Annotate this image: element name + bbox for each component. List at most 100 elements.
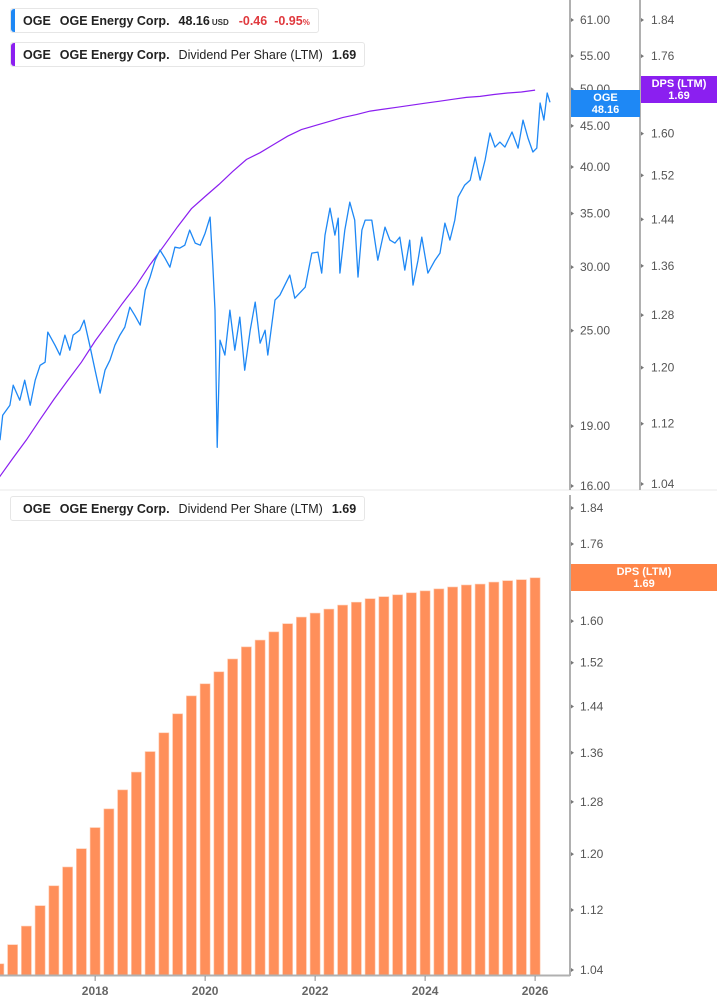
dps-bar: [447, 586, 458, 976]
dps-bar-panel: [0, 577, 541, 976]
dps-bar: [0, 963, 5, 976]
dps-bar: [351, 601, 362, 976]
dps-top-legend[interactable]: OGE OGE Energy Corp. Dividend Per Share …: [10, 42, 366, 67]
dps-top-badge: DPS (LTM) 1.69: [641, 76, 717, 103]
legend-ticker: OGE: [23, 501, 51, 516]
legend-company: OGE Energy Corp.: [59, 47, 170, 62]
legend-value: 1.69: [331, 47, 357, 62]
dps-bar: [89, 827, 101, 976]
dps-bar: [172, 713, 183, 976]
bar-y-tick: [571, 799, 574, 804]
dps-bar: [254, 639, 266, 976]
bar-y-tick: [571, 541, 574, 546]
bar-y-tick-label: 1.52: [580, 656, 604, 670]
price-tick-label: 61.00: [580, 13, 610, 27]
bar-y-tick-label: 1.36: [580, 746, 604, 760]
price-tick-label: 35.00: [580, 206, 610, 220]
dps-bar: [323, 608, 335, 976]
bar-y-tick-label: 1.60: [580, 614, 604, 628]
dps-tick: [641, 18, 644, 22]
price-legend-color: [11, 9, 15, 32]
bar-y-tick-label: 1.76: [580, 537, 604, 551]
dps-bar: [199, 683, 211, 976]
price-panel: [0, 89, 551, 478]
price-tick: [571, 18, 574, 22]
dps-tick-label: 1.52: [651, 168, 675, 182]
badge-value: 1.69: [668, 89, 690, 102]
x-tick-label: 2026: [522, 984, 549, 998]
bar-y-tick: [571, 619, 574, 624]
dps-bar: [529, 577, 541, 976]
dps-tick-label: 1.04: [651, 477, 675, 491]
badge-label: DPS (LTM): [616, 565, 672, 578]
dps-bar: [309, 612, 321, 976]
bar-y-tick: [571, 704, 574, 709]
legend-change: -0.46: [238, 13, 268, 28]
legend-currency: USD: [211, 17, 229, 27]
price-tick: [571, 484, 574, 488]
dps-bar-legend-color: [11, 497, 15, 520]
badge-label: OGE: [593, 91, 618, 104]
dps-bar: [268, 631, 280, 976]
legend-company: OGE Energy Corp.: [59, 501, 170, 516]
dps-tick: [641, 173, 644, 178]
dps-tick-label: 1.12: [651, 417, 675, 431]
price-tick: [571, 424, 574, 429]
dps-bar: [419, 590, 431, 976]
dps-bottom-legend[interactable]: OGE OGE Energy Corp. Dividend Per Share …: [10, 496, 366, 521]
bar-y-tick: [571, 852, 574, 857]
dps-bar: [378, 596, 390, 976]
dps-bar: [282, 623, 293, 976]
price-tick: [571, 123, 574, 128]
legend-ticker: OGE: [23, 13, 51, 28]
dps-tick-label: 1.36: [651, 259, 675, 273]
dps-bar: [48, 885, 60, 976]
dps-bar: [103, 808, 115, 976]
bar-y-tick: [571, 750, 574, 755]
badge-value: 48.16: [591, 103, 620, 116]
legend-change-pct: -0.95%: [274, 14, 310, 28]
change-pct-value: -0.95: [274, 13, 303, 28]
price-tick: [571, 211, 574, 216]
price-badge: OGE 48.16: [571, 90, 640, 117]
dps-bar: [364, 598, 376, 976]
dps-bar: [406, 592, 417, 976]
dps-bar: [213, 671, 225, 976]
dps-bar: [76, 848, 87, 976]
dps-bar: [34, 905, 46, 976]
price-tick-label: 55.00: [580, 49, 610, 63]
dps-bar: [7, 944, 18, 976]
dps-tick: [641, 131, 644, 136]
dps-tick-label: 1.84: [651, 13, 675, 27]
dps-bar: [186, 695, 197, 976]
dps-bar: [241, 646, 252, 976]
dps-legend-color: [11, 43, 15, 66]
dps-bar: [296, 616, 307, 976]
bar-y-tick-label: 1.28: [580, 795, 604, 809]
badge-label: DPS (LTM): [651, 77, 707, 90]
dps-tick: [641, 54, 644, 59]
dps-tick: [641, 482, 644, 486]
dps-bar: [227, 658, 238, 976]
bar-y-tick: [571, 506, 574, 510]
bar-y-tick-label: 1.20: [580, 847, 604, 861]
price-tick-label: 30.00: [580, 260, 610, 274]
dps-bar: [117, 789, 128, 976]
bar-y-tick-label: 1.84: [580, 501, 604, 515]
price-tick: [571, 265, 574, 270]
price-tick: [571, 328, 574, 333]
x-tick-label: 2024: [412, 984, 439, 998]
legend-ticker: OGE: [23, 47, 51, 62]
price-tick-label: 40.00: [580, 160, 610, 174]
price-tick-label: 45.00: [580, 119, 610, 133]
dps-bar: [158, 732, 170, 976]
price-legend[interactable]: OGE OGE Energy Corp. 48.16 USD -0.46 -0.…: [10, 8, 319, 33]
price-tick-label: 19.00: [580, 419, 610, 433]
bar-y-tick: [571, 907, 574, 912]
legend-metric: Dividend Per Share (LTM): [178, 501, 323, 516]
dps-tick: [641, 365, 644, 370]
dps-tick-label: 1.60: [651, 127, 675, 141]
dps-line: [0, 89, 536, 478]
legend-company: OGE Energy Corp.: [59, 13, 170, 28]
